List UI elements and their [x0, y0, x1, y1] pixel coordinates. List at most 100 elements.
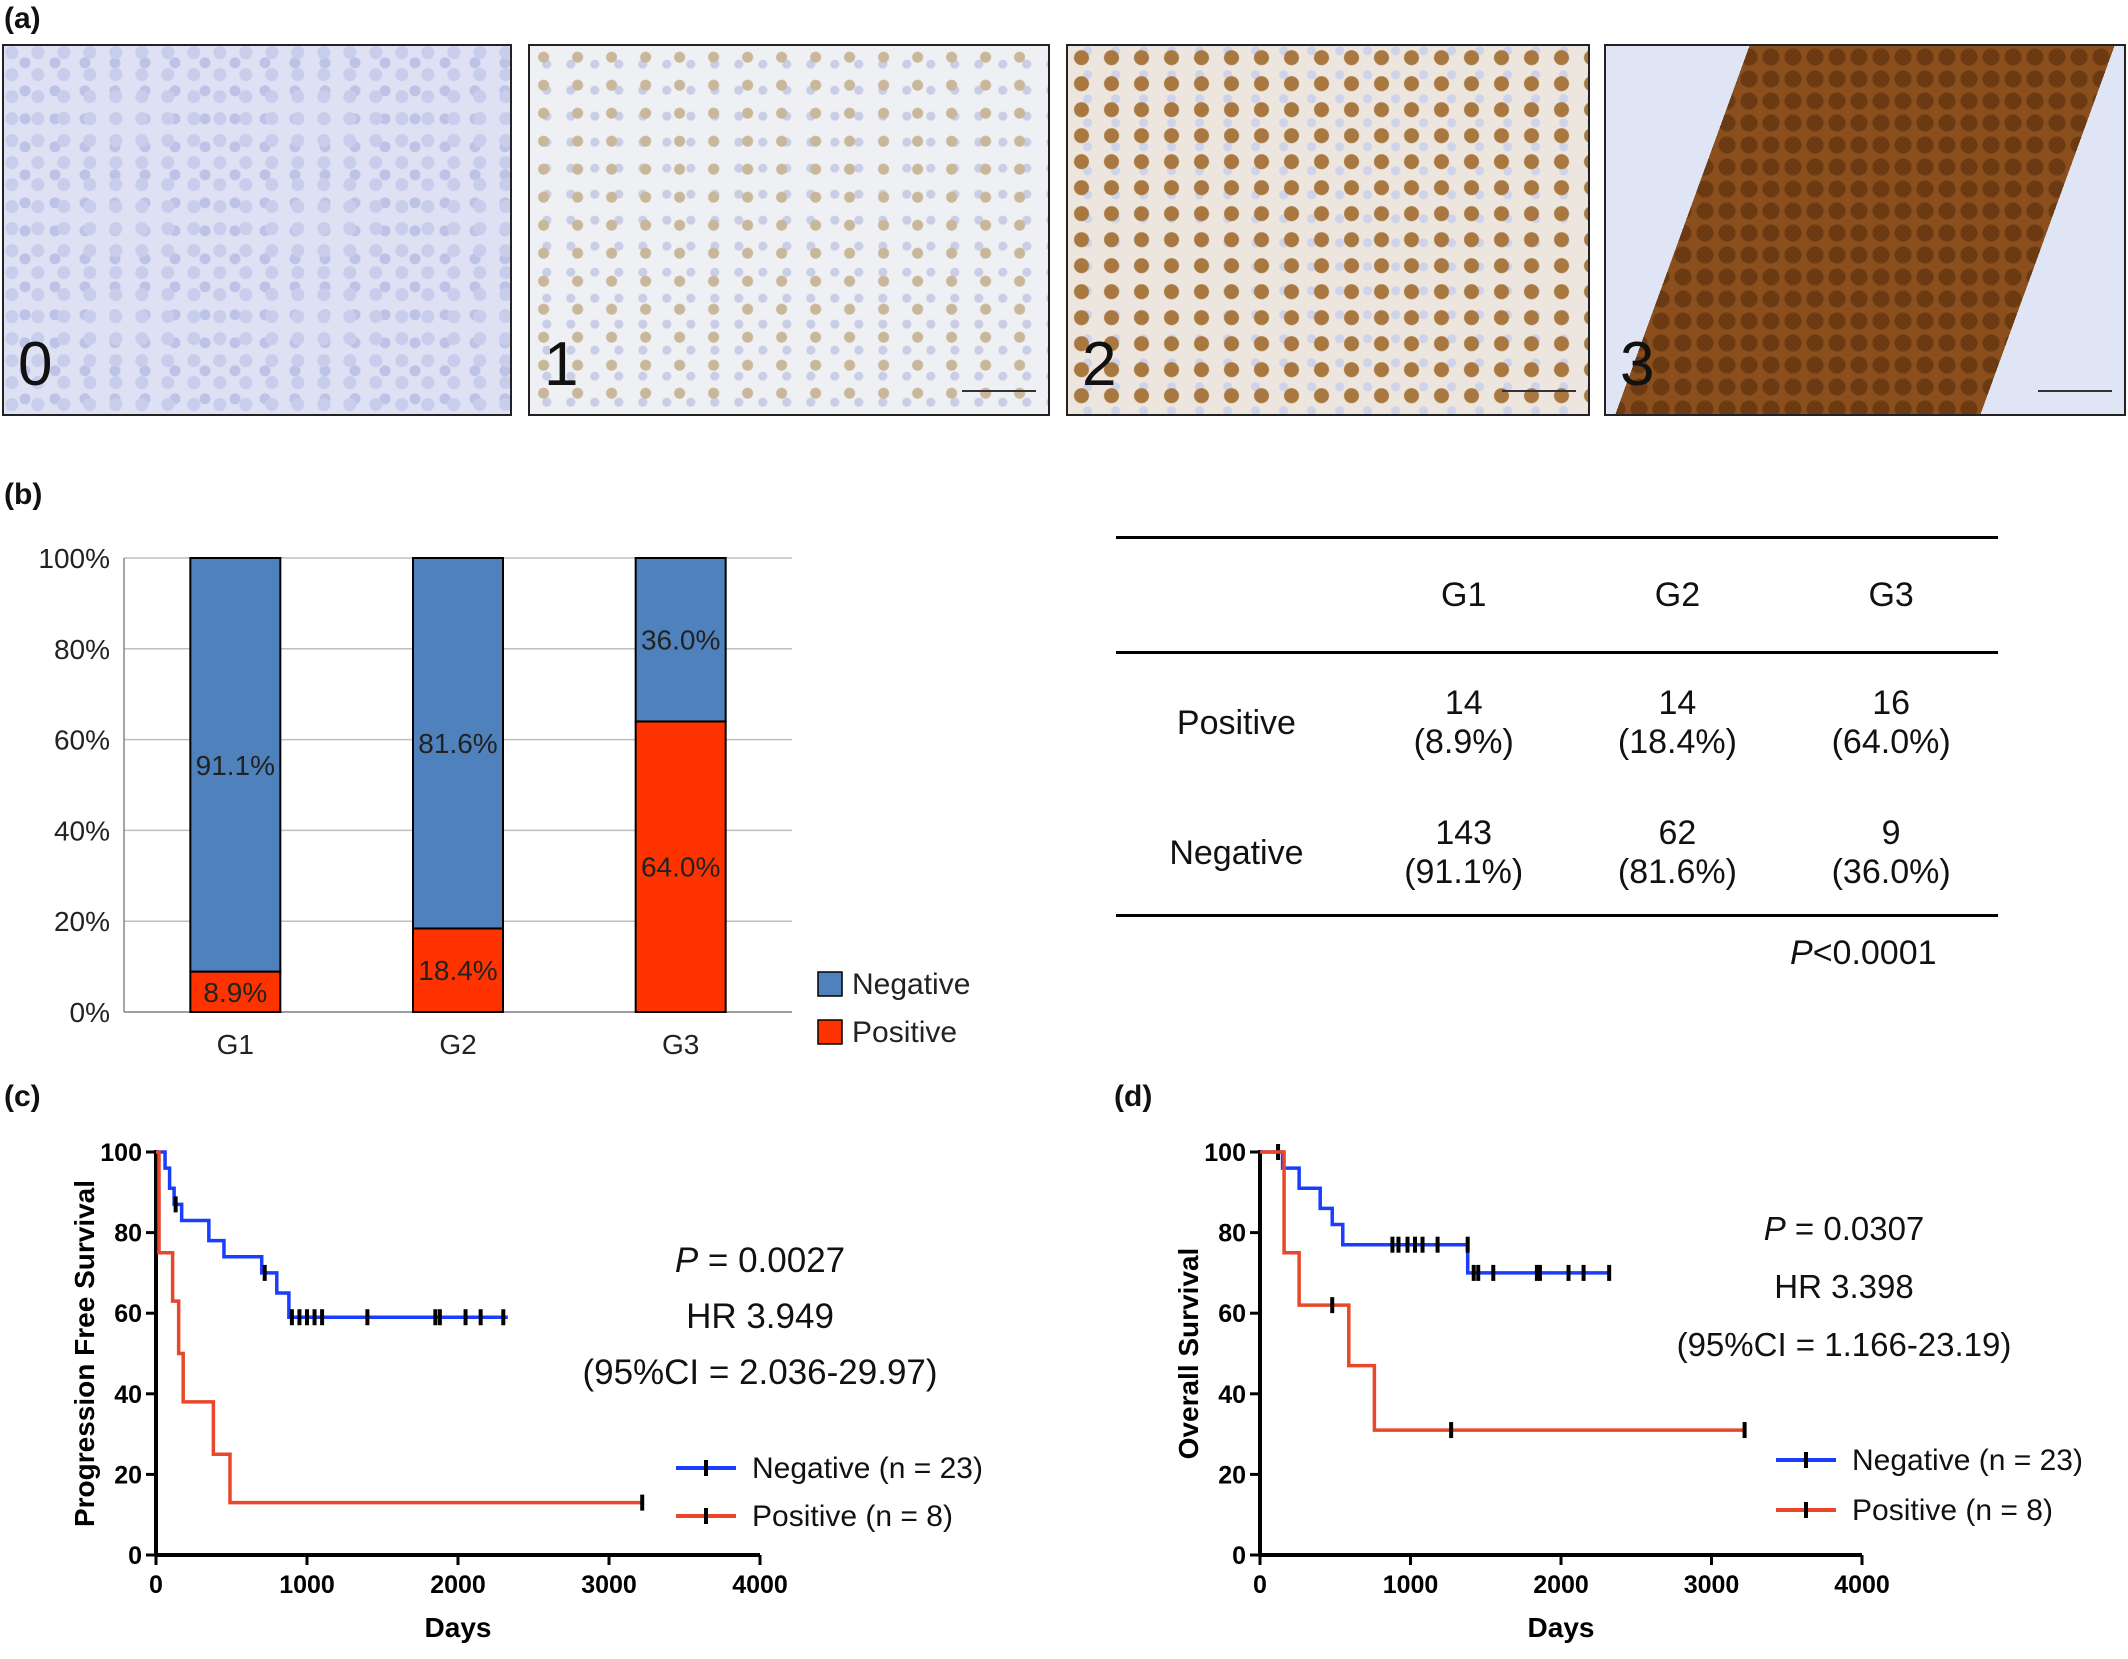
legend-series-name: Negative — [752, 1452, 879, 1485]
row-label: Negative — [1116, 792, 1357, 917]
count-table: G1 G2 G3 Positive 14 (8.9%) 14 (18.4%) 16(… — [1116, 536, 1998, 917]
cell-percent: (36.0%) — [1831, 853, 1951, 891]
p-value-text: = 0.0027 — [698, 1241, 845, 1280]
data-label-positive: 8.9% — [203, 977, 267, 1008]
bar-positive — [189, 970, 282, 1013]
y-tick-label: 0 — [1232, 1542, 1246, 1570]
legend-label-positive: Positive (n = 8) — [752, 1500, 953, 1533]
p-symbol: P — [1790, 934, 1813, 972]
y-tick-label: 100 — [100, 1139, 142, 1167]
legend-label-positive: Positive — [852, 1016, 957, 1049]
score-label: 3 — [1620, 330, 1655, 399]
table-cell: 14 (18.4%) — [1571, 653, 1785, 793]
km-curve-negative — [156, 1150, 508, 1319]
bar-positive — [412, 927, 504, 1013]
cell-percent: (18.4%) — [1617, 723, 1737, 761]
km-curve-positive — [1260, 1150, 1745, 1432]
cell-count: 14 — [1444, 684, 1483, 722]
table-header-blank — [1116, 536, 1357, 654]
y-tick-label: 40% — [54, 815, 110, 846]
data-label-negative: 81.6% — [418, 728, 497, 759]
stacked-bar-chart: 0% 20% 40% 60% 80% 100% 8.9% 91.1% G1 18.4% 81.6% G… — [38, 543, 970, 1060]
y-axis-title: Progression Free Survival — [69, 1180, 100, 1527]
panel-label-a: (a) — [4, 2, 41, 35]
x-tick-label: 4000 — [732, 1571, 788, 1599]
scale-bar — [2038, 390, 2112, 392]
micrograph-score-0: 0 — [2, 44, 512, 416]
hr-annotation: HR 3.398 — [1774, 1268, 1913, 1305]
p-value-annotation: P = 0.0027 — [675, 1241, 845, 1280]
panel-label-d: (d) — [1114, 1080, 1153, 1113]
x-tick-label: 0 — [149, 1571, 163, 1599]
x-tick-label: 1000 — [1383, 1571, 1439, 1599]
cell-count: 143 — [1435, 814, 1493, 852]
bar-negative — [634, 557, 727, 723]
y-tick-label: 40 — [1218, 1381, 1246, 1409]
x-tick-label: 4000 — [1834, 1571, 1890, 1599]
cell-count: 9 — [1881, 814, 1901, 852]
y-tick-label: 40 — [114, 1381, 142, 1409]
ci-annotation: (95%CI = 2.036-29.97) — [582, 1353, 937, 1392]
cell-count: 14 — [1658, 684, 1697, 722]
legend-label-negative: Negative (n = 23) — [1852, 1444, 2083, 1477]
table-cell: 143 (91.1%) — [1356, 792, 1571, 917]
km-curve-negative — [1260, 1150, 1611, 1275]
table-header-g1: G1 — [1356, 536, 1571, 654]
y-tick-label: 20 — [114, 1461, 142, 1489]
table-cell: 14 (8.9%) — [1357, 653, 1571, 793]
p-symbol: P — [675, 1241, 699, 1280]
data-label-positive: 18.4% — [418, 955, 497, 986]
p-symbol: P — [1764, 1210, 1786, 1247]
x-axis-title: Days — [1528, 1612, 1595, 1643]
legend-n: (n = 23) — [879, 1452, 983, 1485]
x-tick-label: G1 — [217, 1029, 254, 1060]
y-tick-label: 0% — [70, 997, 110, 1028]
legend-label-negative: Negative (n = 23) — [752, 1452, 983, 1485]
x-tick-label: G3 — [662, 1029, 699, 1060]
row-label: Positive — [1176, 703, 1296, 742]
micrograph-score-2: 2 — [1066, 44, 1590, 416]
cell-count: 16 — [1872, 684, 1911, 722]
legend-label-negative: Negative — [852, 968, 970, 1001]
y-axis-title: Overall Survival — [1173, 1248, 1204, 1460]
y-tick-label: 60 — [114, 1300, 142, 1328]
cell-percent: (91.1%) — [1404, 853, 1524, 891]
score-label: 2 — [1082, 330, 1117, 399]
cell-count: 62 — [1658, 814, 1697, 852]
bar-negative — [189, 557, 282, 973]
x-tick-label: 3000 — [1684, 1571, 1740, 1599]
table-header-g3: G3 — [1784, 536, 1998, 654]
x-tick-label: G2 — [439, 1029, 476, 1060]
y-tick-label: 0 — [128, 1542, 142, 1570]
x-tick-label: 3000 — [581, 1571, 637, 1599]
panel-label-c: (c) — [4, 1080, 41, 1113]
score-label: 1 — [544, 330, 579, 399]
data-label-positive: 64.0% — [641, 852, 720, 883]
legend-swatch-negative — [817, 971, 843, 997]
legend-series-name: Positive — [752, 1500, 865, 1533]
p-value-text: = 0.0307 — [1786, 1210, 1925, 1247]
score-label: 0 — [18, 330, 53, 399]
ci-annotation: (95%CI = 1.166-23.19) — [1677, 1326, 2012, 1363]
p-value-annotation: P = 0.0307 — [1764, 1210, 1925, 1247]
bar-negative — [412, 557, 504, 930]
y-tick-label: 80% — [54, 634, 110, 665]
x-tick-label: 2000 — [1533, 1571, 1589, 1599]
y-tick-label: 100% — [38, 543, 110, 574]
data-label-negative: 91.1% — [196, 750, 275, 781]
table-row: Negative 143 (91.1%) 62 (81.6%) 9 (36.0%) — [1116, 792, 1998, 917]
legend-series-name: Positive — [1852, 1494, 1965, 1527]
legend-n: (n = 8) — [1965, 1494, 2053, 1527]
y-tick-label: 20% — [54, 906, 110, 937]
y-tick-label: 80 — [1218, 1220, 1246, 1248]
legend-n: (n = 8) — [865, 1500, 953, 1533]
hr-annotation: HR 3.949 — [686, 1297, 834, 1336]
y-tick-label: 60 — [1218, 1300, 1246, 1328]
legend-series-name: Negative — [1852, 1444, 1979, 1477]
km-curve-positive — [156, 1150, 643, 1505]
legend-label-positive: Positive (n = 8) — [1852, 1494, 2053, 1527]
cell-percent: (81.6%) — [1617, 853, 1737, 891]
panel-label-b: (b) — [4, 478, 43, 511]
x-tick-label: 1000 — [279, 1571, 335, 1599]
